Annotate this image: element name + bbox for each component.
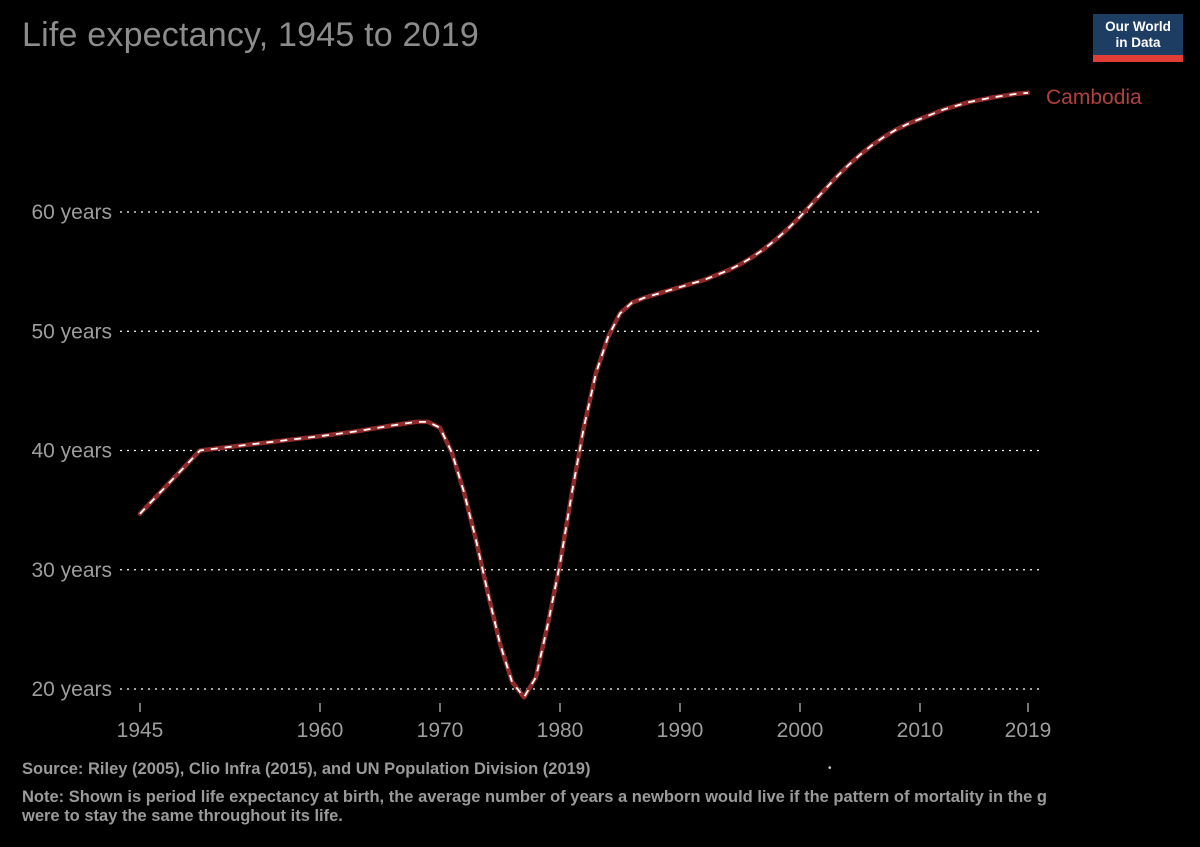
x-tick-label: 2019 [1005,719,1052,742]
y-tick-label: 50 years [31,320,112,343]
x-tick-label: 2000 [777,719,824,742]
y-tick-label: 30 years [31,559,112,582]
cambodia-line-dashes [139,91,1029,699]
logo-line1: Our World [1105,19,1171,34]
x-tick-label: 1960 [297,719,344,742]
x-tick-label: 1980 [537,719,584,742]
source-line: Source: Riley (2005), Clio Infra (2015),… [22,760,591,778]
x-tick-label: 2010 [897,719,944,742]
logo-line2: in Data [1115,35,1161,50]
x-tick-label: 1945 [117,719,164,742]
note-line-1: Note: Shown is period life expectancy at… [22,788,1048,806]
owid-logo: Our World in Data [1093,14,1183,62]
y-tick-label: 20 years [31,678,112,701]
footer-dot: • [828,763,832,774]
entity-label: Cambodia [1046,86,1142,109]
note-line-2: were to stay the same throughout its lif… [22,806,343,825]
cambodia-line [137,90,1031,700]
owid-logo-text: Our World in Data [1093,19,1183,51]
y-tick-label: 40 years [31,440,112,463]
note-block: Note: Shown is period life expectancy at… [22,788,1200,825]
x-tick-label: 1990 [657,719,704,742]
logo-red-bar [1093,55,1183,62]
x-tick-label: 1970 [417,719,464,742]
chart-title: Life expectancy, 1945 to 2019 [22,16,479,54]
y-tick-label: 60 years [31,201,112,224]
